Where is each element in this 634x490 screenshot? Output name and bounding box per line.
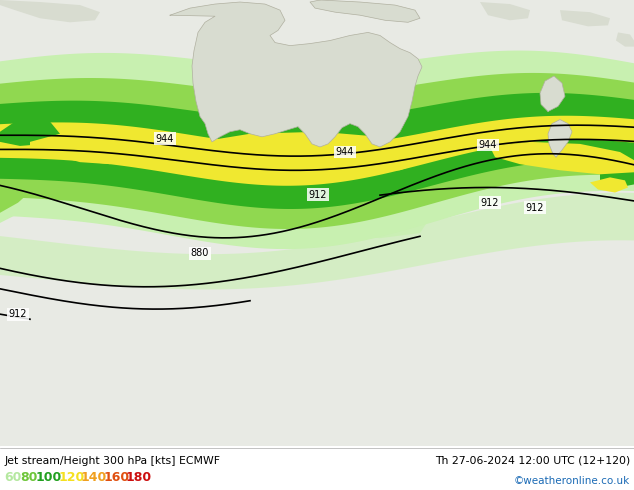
Text: 944: 944 xyxy=(156,134,174,144)
Text: ©weatheronline.co.uk: ©weatheronline.co.uk xyxy=(514,476,630,486)
Polygon shape xyxy=(170,2,422,147)
Polygon shape xyxy=(490,142,634,174)
Polygon shape xyxy=(195,132,430,172)
Text: 60: 60 xyxy=(4,471,22,485)
Text: 944: 944 xyxy=(336,147,354,157)
Text: 944: 944 xyxy=(479,140,497,150)
Polygon shape xyxy=(310,0,420,22)
Polygon shape xyxy=(0,193,634,290)
Text: 80: 80 xyxy=(20,471,37,485)
Text: 160: 160 xyxy=(103,471,129,485)
Text: Th 27-06-2024 12:00 UTC (12+120): Th 27-06-2024 12:00 UTC (12+120) xyxy=(435,456,630,466)
Text: 140: 140 xyxy=(81,471,107,485)
Text: 912: 912 xyxy=(481,197,499,208)
Text: 912: 912 xyxy=(9,309,27,319)
Polygon shape xyxy=(480,2,530,20)
Polygon shape xyxy=(616,32,634,47)
Polygon shape xyxy=(560,10,610,26)
Polygon shape xyxy=(0,164,80,223)
Text: 880: 880 xyxy=(191,248,209,258)
Polygon shape xyxy=(0,0,100,22)
Polygon shape xyxy=(0,117,60,146)
Text: 120: 120 xyxy=(58,471,85,485)
Polygon shape xyxy=(540,76,565,112)
Polygon shape xyxy=(30,130,150,164)
Polygon shape xyxy=(548,120,572,157)
Polygon shape xyxy=(0,93,634,209)
Polygon shape xyxy=(590,177,628,193)
Text: Jet stream/Height 300 hPa [kts] ECMWF: Jet stream/Height 300 hPa [kts] ECMWF xyxy=(4,456,220,466)
Polygon shape xyxy=(0,73,634,229)
Text: 100: 100 xyxy=(36,471,62,485)
Polygon shape xyxy=(600,162,634,188)
Text: 912: 912 xyxy=(309,190,327,199)
Text: 912: 912 xyxy=(526,203,544,213)
Text: 180: 180 xyxy=(126,471,152,485)
Polygon shape xyxy=(0,50,634,249)
Polygon shape xyxy=(0,167,50,213)
Polygon shape xyxy=(0,116,634,186)
Polygon shape xyxy=(275,197,430,238)
